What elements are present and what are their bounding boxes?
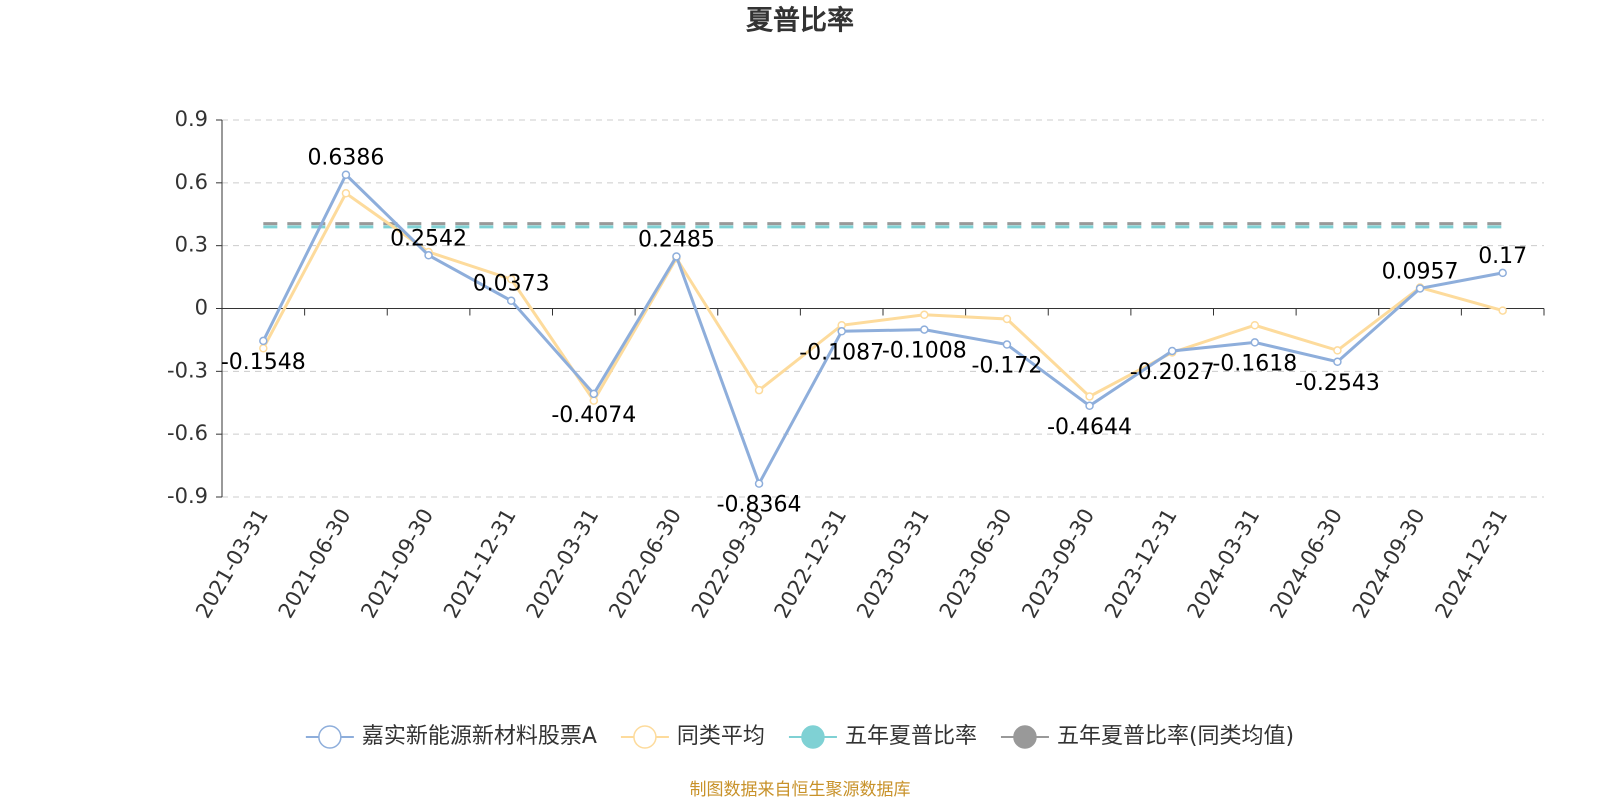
- point: [1333, 346, 1342, 355]
- x-tick-label: 2022-09-30: [687, 505, 769, 623]
- y-tick-label: 0: [195, 296, 208, 320]
- legend-label: 同类平均: [677, 724, 765, 749]
- point: [920, 310, 929, 320]
- legend-marker: [318, 725, 342, 749]
- point: [1167, 346, 1177, 356]
- x-tick-label: 2022-12-31: [769, 505, 851, 623]
- y-tick-label: 0.6: [175, 170, 208, 194]
- point: [589, 389, 599, 399]
- x-tick-label: 2024-09-30: [1348, 505, 1430, 623]
- data-label: -0.4074: [551, 403, 636, 428]
- x-tick-label: 2022-03-31: [522, 505, 604, 623]
- data-label: 0.6386: [307, 146, 384, 171]
- point: [1498, 268, 1507, 278]
- data-label: 0.2542: [390, 226, 467, 251]
- legend-marker: [1013, 725, 1037, 749]
- x-tick-label: 2022-06-30: [604, 505, 686, 623]
- point: [341, 170, 351, 179]
- x-tick-label: 2024-06-30: [1265, 505, 1347, 623]
- x-tick-label: 2024-03-31: [1183, 505, 1265, 623]
- y-tick-label: 0.3: [175, 233, 208, 257]
- point: [259, 336, 268, 346]
- point: [1085, 392, 1094, 401]
- chart-title: 夏普比率: [746, 5, 854, 37]
- point: [1002, 340, 1012, 349]
- x-tick-label: 2021-03-31: [191, 505, 273, 623]
- legend-label: 嘉实新能源新材料股票A: [362, 724, 597, 749]
- data-label: 0.17: [1478, 244, 1527, 269]
- x-tick-label: 2023-12-31: [1100, 505, 1182, 623]
- point: [341, 189, 351, 198]
- data-label: 0.0373: [473, 272, 550, 297]
- data-label: -0.8364: [717, 493, 802, 518]
- data-label: -0.172: [971, 354, 1042, 379]
- point: [1333, 357, 1342, 367]
- data-label: 0.2485: [638, 227, 715, 252]
- data-label: -0.1087: [799, 340, 884, 365]
- y-tick-label: -0.3: [167, 358, 208, 382]
- x-tick-label: 2021-09-30: [356, 505, 438, 623]
- point: [1498, 306, 1507, 315]
- x-tick-label: 2021-06-30: [274, 505, 356, 623]
- point: [1250, 338, 1260, 347]
- x-tick-label: 2023-06-30: [935, 505, 1017, 623]
- legend-label: 五年夏普比率: [845, 724, 977, 749]
- legend-label: 五年夏普比率(同类均值): [1057, 724, 1294, 749]
- data-label: -0.2543: [1295, 371, 1380, 396]
- point: [1415, 284, 1425, 293]
- point: [1085, 401, 1094, 411]
- x-tick-label: 2024-12-31: [1430, 505, 1512, 623]
- x-tick-label: 2023-03-31: [852, 505, 934, 623]
- point: [754, 385, 764, 395]
- point: [1250, 321, 1260, 330]
- series-line: [261, 172, 1503, 488]
- y-tick-label: 0.9: [175, 107, 208, 131]
- legend: 嘉实新能源新材料股票A 同类平均 五年夏普比率 五年夏普比率(同类均值): [305, 724, 1294, 749]
- point: [672, 252, 681, 261]
- data-label: -0.1008: [882, 339, 967, 364]
- data-label: -0.1548: [221, 350, 306, 375]
- data-label: -0.2027: [1130, 360, 1215, 385]
- point: [424, 251, 433, 260]
- point: [754, 479, 764, 488]
- point: [920, 325, 929, 334]
- data-label: -0.1618: [1212, 351, 1297, 376]
- point: [506, 274, 516, 284]
- source-note: 制图数据来自恒生聚源数据库: [690, 780, 911, 800]
- y-tick-label: -0.9: [167, 484, 208, 508]
- x-tick-label: 2023-09-30: [1017, 505, 1099, 623]
- y-tick-label: -0.6: [167, 421, 208, 445]
- point: [506, 296, 516, 305]
- legend-marker: [633, 725, 657, 749]
- data-label: -0.4644: [1047, 415, 1132, 440]
- point: [837, 327, 846, 336]
- series-line: [261, 191, 1504, 404]
- legend-marker: [801, 725, 825, 749]
- point: [1002, 314, 1012, 324]
- data-label: 0.0957: [1382, 259, 1459, 284]
- x-tick-label: 2021-12-31: [439, 505, 521, 623]
